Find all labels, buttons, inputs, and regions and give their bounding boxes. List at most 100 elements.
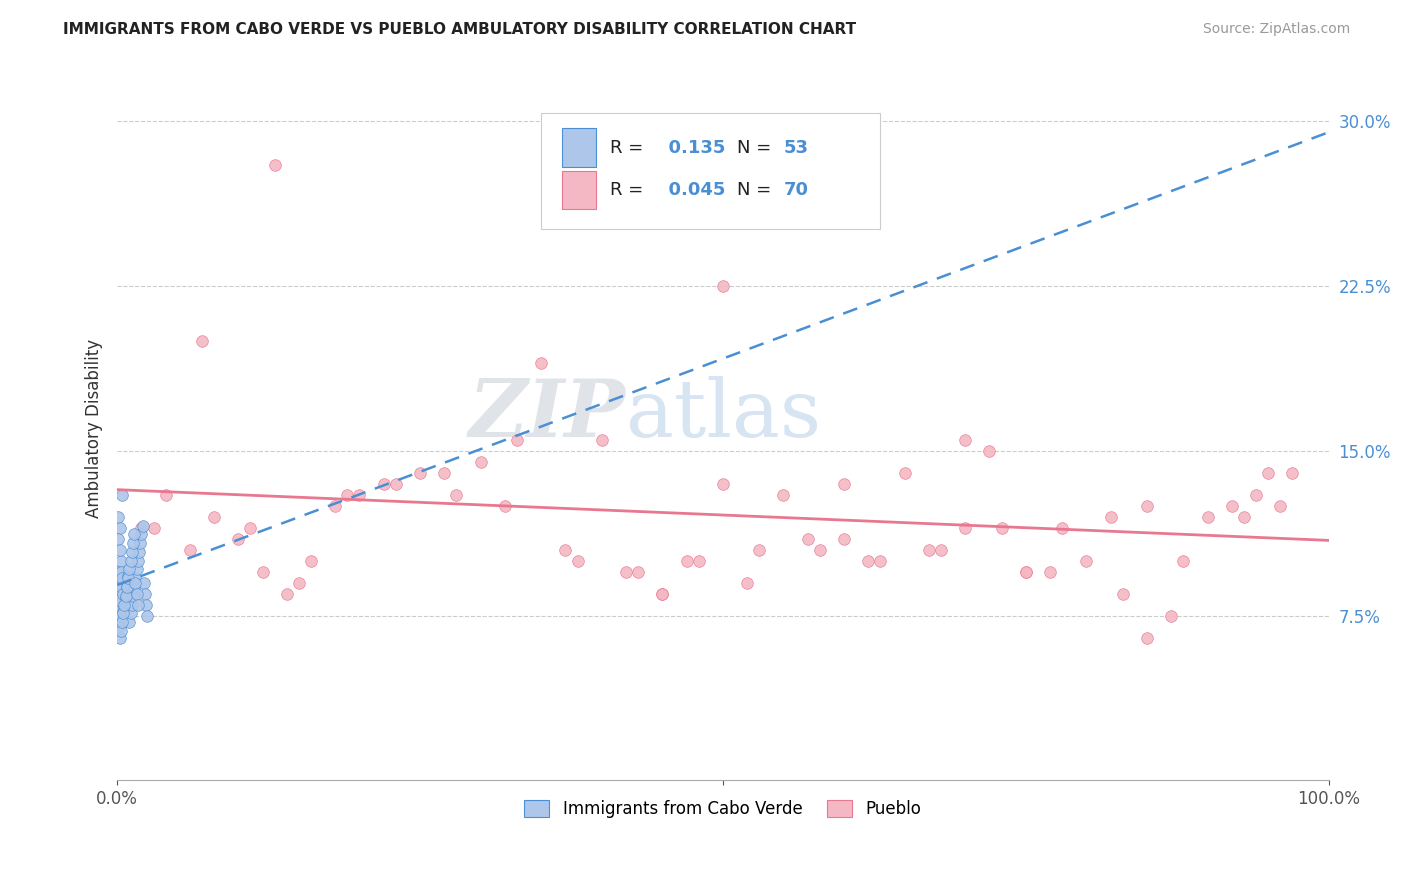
- Point: [990, 521, 1012, 535]
- Point: [132, 575, 155, 590]
- Point: [136, 608, 159, 623]
- Point: [115, 580, 138, 594]
- Point: [122, 527, 145, 541]
- Legend: Immigrants from Cabo Verde, Pueblo: Immigrants from Cabo Verde, Pueblo: [517, 793, 928, 825]
- Bar: [562, 128, 596, 167]
- Point: [1050, 521, 1073, 535]
- Point: [614, 565, 637, 579]
- Point: [107, 509, 129, 524]
- Point: [858, 554, 880, 568]
- Text: N =: N =: [738, 139, 778, 157]
- Point: [336, 488, 359, 502]
- Point: [131, 527, 153, 541]
- Text: R =: R =: [610, 139, 650, 157]
- Text: ZIP: ZIP: [470, 376, 626, 453]
- Point: [470, 455, 492, 469]
- Point: [107, 565, 129, 579]
- Point: [1160, 608, 1182, 623]
- Point: [1136, 499, 1159, 513]
- Point: [506, 433, 529, 447]
- Point: [869, 554, 891, 568]
- Point: [567, 554, 589, 568]
- Point: [1220, 499, 1243, 513]
- Point: [107, 619, 129, 633]
- Point: [711, 279, 734, 293]
- Point: [1270, 499, 1292, 513]
- Point: [112, 586, 135, 600]
- Point: [772, 488, 794, 502]
- Point: [110, 580, 132, 594]
- Y-axis label: Ambulatory Disability: Ambulatory Disability: [86, 339, 103, 518]
- Point: [1173, 554, 1195, 568]
- Text: 70: 70: [783, 181, 808, 199]
- Point: [239, 521, 262, 535]
- Bar: [562, 170, 596, 210]
- Point: [107, 598, 129, 612]
- Point: [110, 624, 132, 638]
- Point: [433, 466, 456, 480]
- Point: [1233, 509, 1256, 524]
- Point: [107, 532, 129, 546]
- Text: IMMIGRANTS FROM CABO VERDE VS PUEBLO AMBULATORY DISABILITY CORRELATION CHART: IMMIGRANTS FROM CABO VERDE VS PUEBLO AMB…: [63, 22, 856, 37]
- Point: [385, 476, 408, 491]
- Point: [323, 499, 346, 513]
- Point: [748, 542, 770, 557]
- Point: [122, 589, 145, 603]
- Point: [591, 433, 613, 447]
- Text: R =: R =: [610, 181, 650, 199]
- Point: [115, 580, 138, 594]
- Point: [953, 433, 976, 447]
- Point: [110, 575, 132, 590]
- Point: [1099, 509, 1122, 524]
- Point: [979, 443, 1001, 458]
- Point: [1076, 554, 1098, 568]
- Point: [299, 554, 322, 568]
- Text: 0.045: 0.045: [657, 181, 725, 199]
- Point: [117, 571, 139, 585]
- Point: [1244, 488, 1267, 502]
- Point: [675, 554, 697, 568]
- Point: [121, 598, 143, 612]
- Point: [832, 476, 855, 491]
- Point: [276, 586, 298, 600]
- Point: [134, 586, 156, 600]
- Point: [155, 488, 177, 502]
- Point: [808, 542, 831, 557]
- Point: [202, 509, 225, 524]
- Point: [929, 542, 952, 557]
- Text: 0.135: 0.135: [657, 139, 725, 157]
- Point: [494, 499, 516, 513]
- Point: [893, 466, 915, 480]
- Point: [252, 565, 274, 579]
- Point: [108, 521, 131, 535]
- Point: [953, 521, 976, 535]
- Point: [651, 586, 673, 600]
- Point: [1039, 565, 1062, 579]
- Point: [918, 542, 941, 557]
- Point: [796, 532, 818, 546]
- Point: [349, 488, 371, 502]
- Point: [108, 608, 131, 623]
- Point: [554, 542, 576, 557]
- Point: [131, 518, 153, 533]
- Point: [627, 565, 650, 579]
- Point: [118, 615, 141, 629]
- Point: [179, 542, 201, 557]
- Point: [1136, 631, 1159, 645]
- Point: [114, 589, 136, 603]
- Point: [1197, 509, 1219, 524]
- Point: [127, 554, 149, 568]
- Point: [1015, 565, 1038, 579]
- Point: [530, 356, 553, 370]
- Point: [1257, 466, 1279, 480]
- Point: [228, 532, 250, 546]
- Point: [111, 615, 134, 629]
- FancyBboxPatch shape: [541, 112, 880, 228]
- Text: N =: N =: [738, 181, 778, 199]
- Point: [409, 466, 432, 480]
- Point: [735, 575, 758, 590]
- Point: [125, 562, 148, 576]
- Point: [111, 488, 134, 502]
- Point: [118, 562, 141, 576]
- Point: [110, 554, 132, 568]
